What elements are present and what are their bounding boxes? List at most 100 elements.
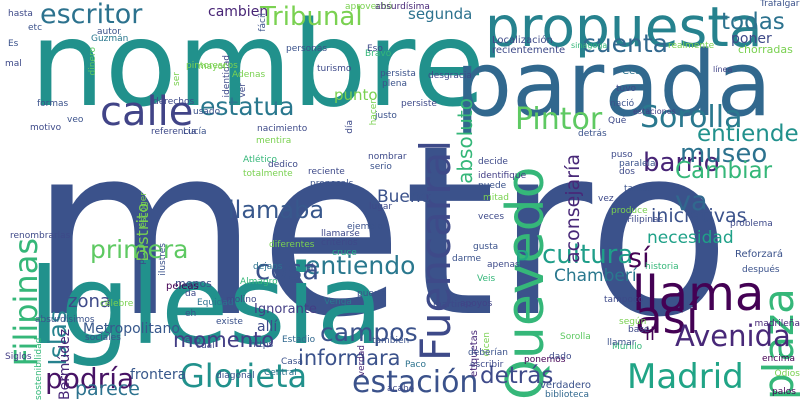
cloud-word: frontera	[130, 367, 187, 383]
cloud-word: historia	[645, 262, 679, 272]
cloud-word: cultura	[542, 240, 634, 270]
cloud-word: absoluto	[453, 98, 477, 184]
cloud-word: escoger	[139, 192, 149, 228]
cloud-word: necesidad	[647, 228, 734, 248]
cloud-word: acabo	[387, 384, 415, 394]
cloud-word: llama	[632, 266, 765, 322]
cloud-word: estatua	[200, 92, 295, 121]
cloud-word: referencia	[151, 127, 197, 137]
cloud-word: martinez	[433, 300, 473, 310]
cloud-word: detrás	[480, 363, 554, 389]
cloud-word: dedico	[268, 160, 298, 170]
cloud-word: Equidad	[197, 298, 234, 308]
cloud-word: dejaos	[253, 262, 283, 272]
cloud-word: vez	[598, 194, 614, 204]
cloud-word: decide	[478, 157, 508, 167]
cloud-word: Qué	[608, 116, 627, 126]
cloud-word: iniciativas	[651, 205, 747, 227]
cloud-word: usado	[193, 107, 221, 117]
cloud-word: después	[742, 265, 780, 275]
cloud-word: estaciones	[633, 107, 676, 116]
cloud-word: ser	[172, 72, 182, 86]
cloud-word: Atlético	[243, 155, 278, 165]
cloud-word: ello	[185, 336, 202, 346]
cloud-word: Adenas	[232, 70, 266, 80]
cloud-word: darme	[452, 254, 482, 264]
cloud-word: Bravo	[365, 49, 392, 59]
cloud-word: reciente	[308, 167, 345, 177]
cloud-word: metro	[30, 96, 731, 369]
cloud-word: según	[619, 317, 647, 327]
cloud-word: diferentes	[269, 240, 315, 250]
cloud-word: poner	[731, 31, 772, 47]
cloud-word: ll	[645, 324, 656, 345]
cloud-word: detrás	[578, 129, 607, 139]
cloud-word: Sorolla	[560, 332, 591, 342]
cloud-word: cambien	[208, 4, 269, 20]
cloud-word: Central	[264, 368, 297, 378]
cloud-word: Chamberí	[554, 266, 637, 286]
cloud-word: madrileña	[754, 319, 800, 329]
cloud-word: nació	[610, 99, 635, 109]
cloud-word: célebre	[100, 299, 134, 309]
cloud-word: menos	[175, 277, 212, 290]
cloud-word: Filipinas	[627, 215, 664, 225]
cloud-word: identifique	[478, 171, 527, 181]
cloud-word: persista	[380, 69, 416, 79]
cloud-word: escritor	[40, 0, 143, 30]
cloud-word: mal	[5, 59, 22, 69]
cloud-word: criterios	[321, 238, 358, 248]
cloud-word: cosa	[255, 253, 320, 286]
cloud-word: peleas	[166, 281, 199, 292]
cloud-word: segunda	[408, 5, 473, 23]
cloud-word: tampoco	[604, 295, 644, 305]
cloud-word: Lucía	[183, 127, 207, 137]
cloud-word: plena	[382, 79, 407, 89]
cloud-word: informara	[298, 346, 401, 370]
cloud-word: Guzmán	[91, 34, 129, 44]
cloud-word: Siglos	[5, 352, 32, 362]
cloud-word: serio	[370, 162, 392, 172]
cloud-word: verdad	[357, 345, 367, 377]
cloud-word: propuesta	[485, 0, 763, 59]
cloud-word: tuvo	[616, 84, 637, 94]
cloud-word: entiende	[697, 121, 799, 147]
cloud-word: biblioteca	[545, 390, 589, 400]
cloud-word: allí	[257, 319, 278, 335]
cloud-word: autor	[97, 27, 121, 37]
cloud-word: todas	[721, 9, 785, 35]
cloud-word: punto	[334, 86, 378, 104]
cloud-word: chorradas	[738, 43, 793, 56]
cloud-word: ver	[238, 83, 248, 98]
cloud-word: sí	[306, 263, 314, 273]
cloud-word: museo	[680, 139, 768, 169]
cloud-word: cuál	[196, 341, 215, 351]
cloud-word: veces	[478, 212, 505, 222]
cloud-word: formas	[37, 99, 69, 109]
cloud-word: deberían	[468, 348, 508, 358]
cloud-word: ilustres	[158, 243, 168, 276]
cloud-word: Ignorante	[254, 302, 317, 317]
cloud-word: https	[250, 340, 274, 350]
cloud-word: nacimiento	[257, 124, 308, 134]
cloud-word: Casa	[281, 357, 304, 367]
cloud-word: por	[137, 250, 147, 265]
cloud-word: aprovechó	[345, 2, 393, 12]
cloud-word: mitad	[483, 193, 510, 203]
cloud-word: desgracia	[428, 71, 472, 81]
cloud-word: Tribunal	[260, 2, 363, 32]
cloud-word: verdadero	[540, 380, 591, 391]
cloud-word: así	[635, 291, 699, 344]
cloud-word: veo	[67, 115, 84, 125]
cloud-word: Metropolitano	[83, 321, 180, 337]
cloud-word: apenas	[487, 260, 520, 270]
cloud-word: entiendo	[305, 251, 416, 280]
cloud-word: campos	[320, 318, 418, 347]
cloud-word: sinagoga	[571, 41, 608, 50]
cloud-word: sí	[628, 243, 650, 274]
cloud-word: Iglesia	[28, 241, 384, 369]
cloud-word: Veis	[477, 274, 496, 284]
cloud-word: Pintor	[515, 102, 603, 137]
cloud-word: absurdísima	[375, 2, 430, 12]
